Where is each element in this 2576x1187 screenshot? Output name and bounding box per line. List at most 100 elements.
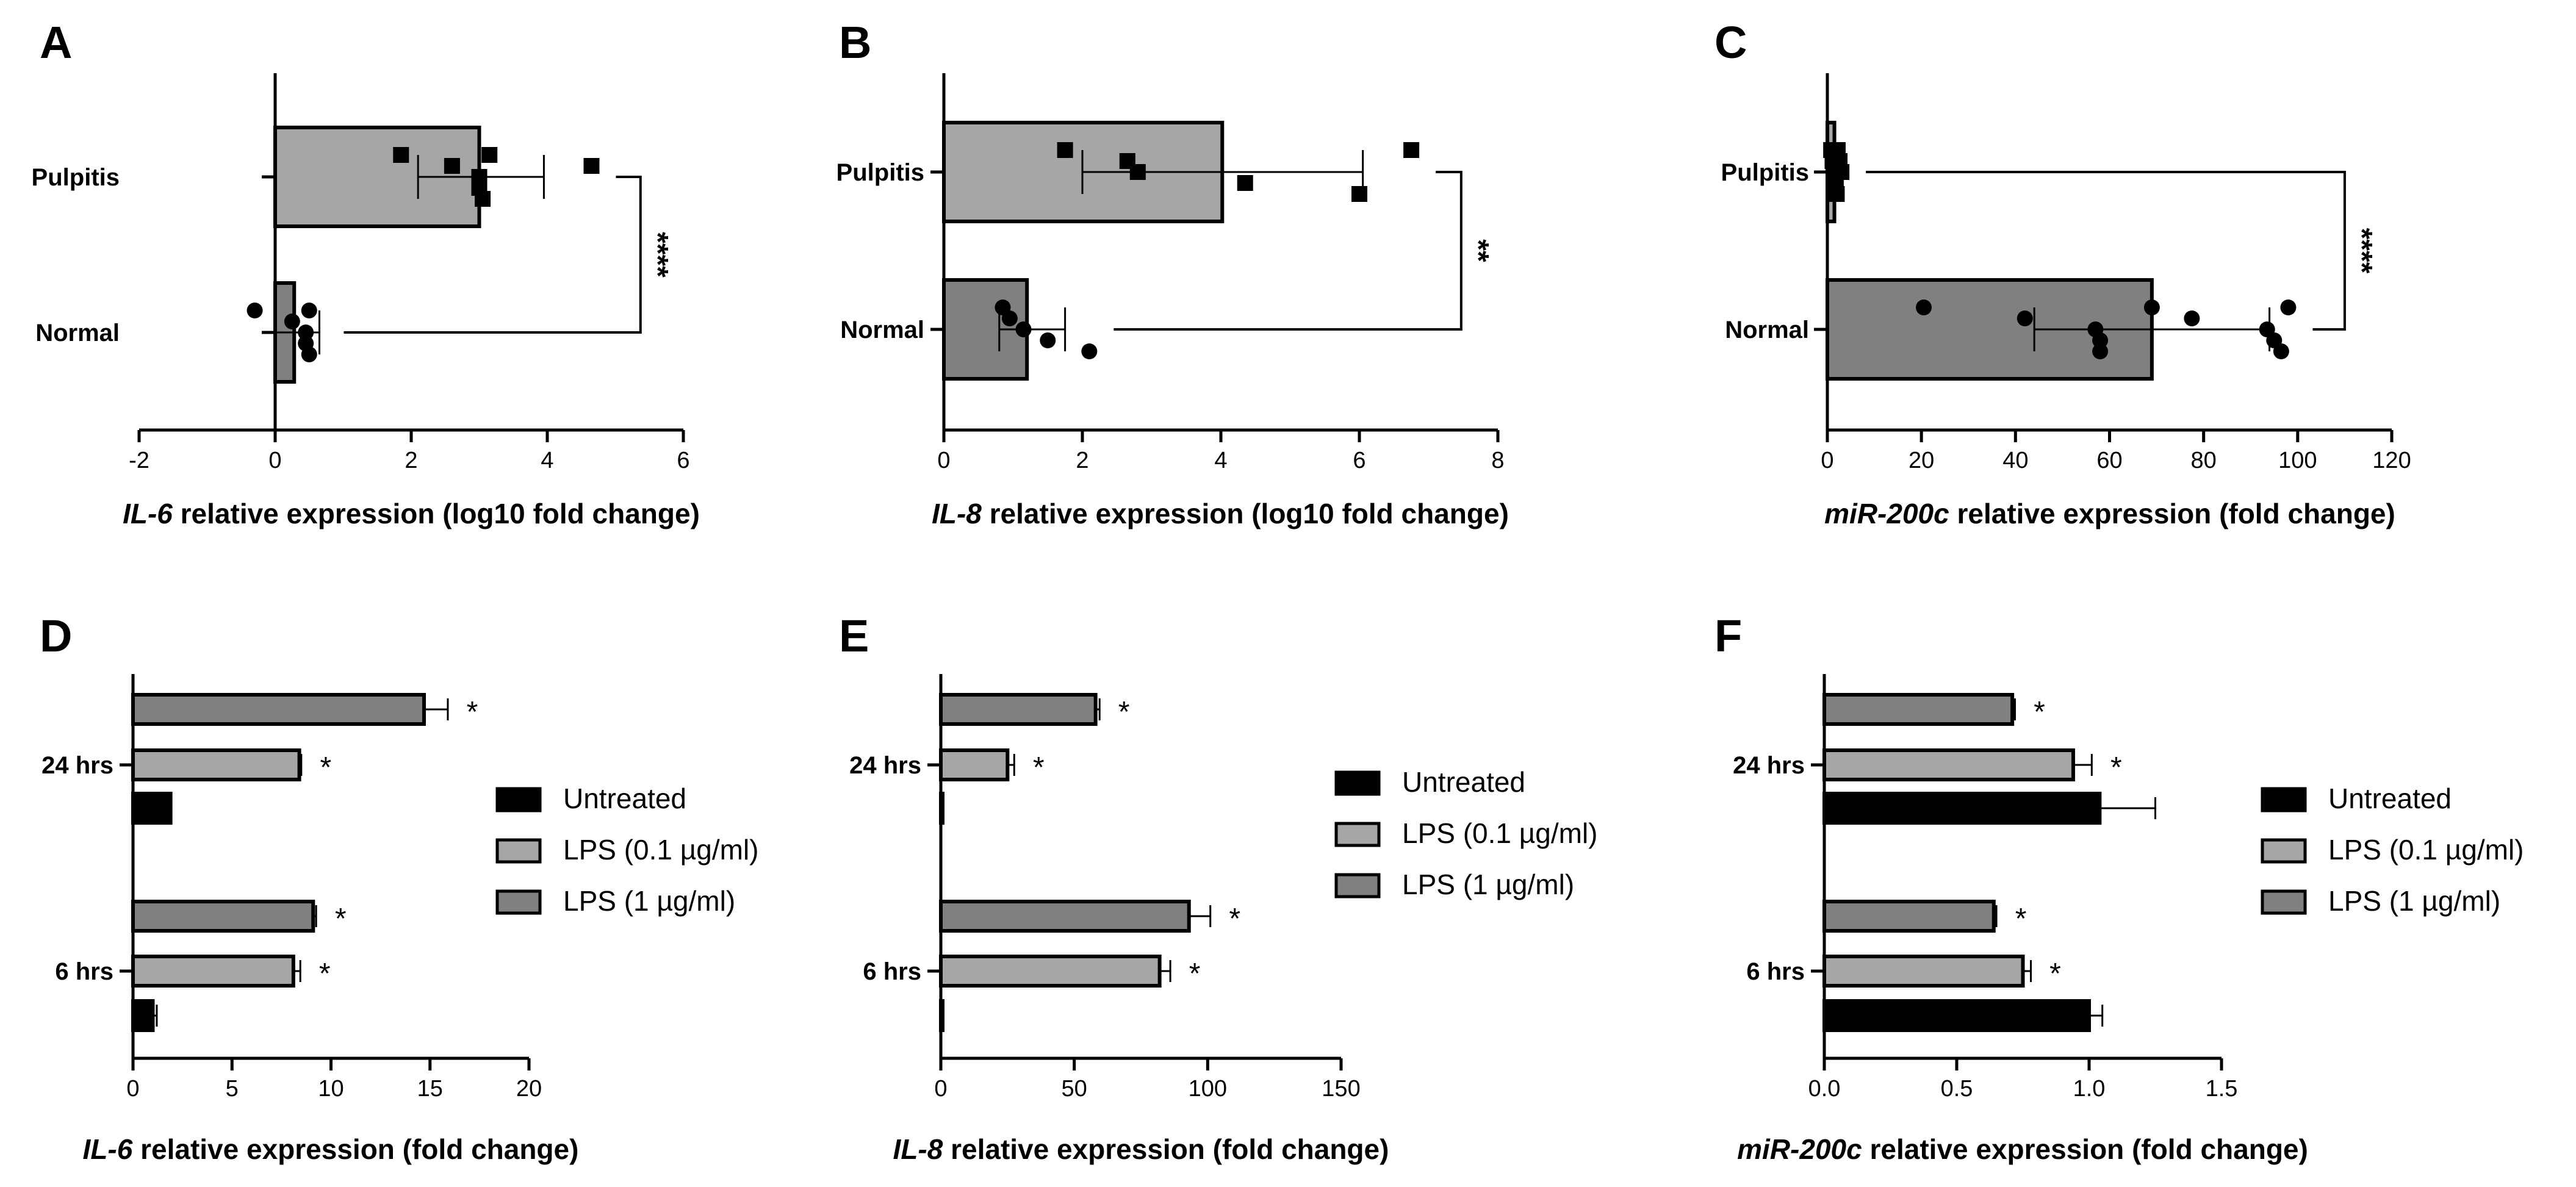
significance-label: * [2110,751,2122,784]
bar-untreated [939,792,944,825]
data-point [284,314,300,329]
legend-E: Untreated LPS (0.1 µg/ml) LPS (1 µg/ml) [1334,766,1598,900]
x-axis-title-gene: miR-200c [1737,1133,1862,1165]
x-axis-title: IL-8 relative expression (log10 fold cha… [932,498,1509,529]
x-axis-title-gene: IL-8 [932,498,982,529]
group-label: 24 hrs [849,752,921,779]
bar-lps-1-g-ml- [131,693,426,726]
significance-label: **** [641,232,674,278]
category-label: Pulpitis [1721,159,1809,186]
bar-untreated [1822,999,2091,1032]
bar-lps-0-1-g-ml- [131,955,295,988]
legend-swatch [1334,770,1381,796]
x-tick-label: 0 [268,448,281,473]
x-axis-title-text: relative expression (fold change) [943,1133,1389,1165]
x-axis-title-text: relative expression (log10 fold change) [173,498,700,529]
legend-label: LPS (1 µg/ml) [563,885,735,917]
significance-label: **** [2345,228,2378,274]
data-point [1916,299,1932,315]
data-point [475,191,491,207]
legend-label: Untreated [2328,783,2452,814]
x-tick-label: 0.5 [1941,1076,1973,1102]
data-point [583,158,600,174]
data-point [1001,310,1018,326]
panel-label: F [1714,611,1742,661]
panel-label: D [40,611,72,661]
x-tick-label: 20 [516,1076,542,1102]
data-point [1829,186,1845,202]
significance-label: * [335,903,347,935]
legend-label: LPS (1 µg/ml) [2328,885,2500,917]
panel-E: E 0 50 100 150 24 hrs * * 6 hrs * * IL-8 relative e… [839,611,1389,1165]
data-point [246,303,263,318]
legend-label: LPS (1 µg/ml) [1402,869,1574,900]
legend-swatch [2261,889,2307,915]
legend-label: LPS (0.1 µg/ml) [2328,834,2524,866]
panel-label: A [40,17,72,68]
bar-lps-0-1-g-ml- [939,955,1162,988]
x-tick-label: 5 [226,1076,239,1102]
data-point [1040,332,1056,348]
legend-swatch [495,838,542,864]
x-axis-title-text: relative expression (fold change) [1862,1133,2308,1165]
category-label: Normal [35,320,120,346]
significance-label: * [1229,903,1240,935]
x-axis-title-gene: IL-6 [83,1133,133,1165]
x-tick-label: 60 [2096,448,2122,473]
panel-A: A -2 0 2 4 6 Pulpitis Normal **** IL-6 relative e… [32,17,700,529]
bar-lps-0-1-g-ml- [939,748,1010,781]
legend-swatch [495,889,542,915]
data-point [301,303,317,318]
x-tick-label: 6 [1353,448,1365,473]
data-point [444,158,460,174]
panel-C: C 0 20 40 60 80 100 120 Pulpitis Normal **** miR-20… [1714,17,2411,529]
x-tick-label: 150 [1322,1076,1360,1102]
legend-label: Untreated [1402,766,1525,798]
bar-lps-0-1-g-ml- [1822,748,2075,781]
data-point [2092,343,2109,359]
bar-untreated [131,792,173,825]
significance-label: * [1118,696,1130,728]
significance-label: * [319,958,331,990]
legend-D: Untreated LPS (0.1 µg/ml) LPS (1 µg/ml) [495,783,759,917]
x-tick-label: 20 [1909,448,1934,473]
x-tick-label: 0 [1821,448,1833,473]
data-point [1057,142,1073,158]
legend-F: Untreated LPS (0.1 µg/ml) LPS (1 µg/ml) [2261,783,2524,917]
data-point [2017,310,2033,326]
x-tick-label: 80 [2191,448,2217,473]
x-tick-label: 2 [405,448,417,473]
panel-B: B 0 2 4 6 8 Pulpitis Normal ** IL-8 relative expr… [836,17,1509,529]
x-axis-title-text: relative expression (fold change) [1949,498,2395,529]
panel-label: C [1714,17,1747,68]
x-tick-label: 0 [934,1076,947,1102]
bar-untreated [1822,792,2102,825]
x-axis-title-text: relative expression (fold change) [132,1133,578,1165]
x-tick-label: 100 [2278,448,2317,473]
x-axis-title: miR-200c relative expression (fold chang… [1824,498,2395,529]
significance-label: ** [1462,239,1494,262]
category-label: Pulpitis [836,159,924,186]
data-point [2143,299,2160,315]
x-tick-label: 1.0 [2073,1076,2106,1102]
x-axis-title: IL-6 relative expression (log10 fold cha… [123,498,700,529]
x-axis-title: miR-200c relative expression (fold chang… [1737,1133,2308,1165]
legend-swatch [2261,838,2307,864]
x-tick-label: 0 [126,1076,139,1102]
data-point [1237,175,1253,191]
x-tick-label: 0.0 [1808,1076,1841,1102]
panel-F: F 0.0 0.5 1.0 1.5 24 hrs * * 6 hrs * * miR-200c rel… [1714,611,2308,1165]
data-point [1081,343,1098,359]
x-tick-label: 1.5 [2206,1076,2238,1102]
x-axis-title-text: relative expression (log10 fold change) [982,498,1509,529]
x-axis-title-gene: miR-200c [1824,498,1949,529]
panel-label: B [839,17,871,68]
data-point [481,147,498,163]
significance-label: * [320,751,331,784]
x-axis-title: IL-8 relative expression (fold change) [893,1133,1389,1165]
significance-label: * [1033,751,1045,784]
group-label: 24 hrs [1733,752,1805,779]
x-tick-label: 100 [1189,1076,1227,1102]
